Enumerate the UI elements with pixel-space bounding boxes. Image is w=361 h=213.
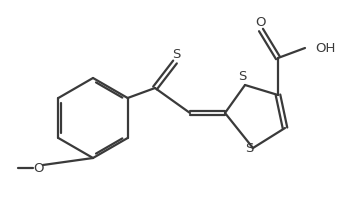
Text: O: O — [256, 16, 266, 29]
Text: OH: OH — [315, 42, 335, 55]
Text: O: O — [33, 161, 43, 174]
Text: S: S — [238, 69, 246, 82]
Text: S: S — [172, 47, 180, 60]
Text: S: S — [245, 141, 253, 154]
